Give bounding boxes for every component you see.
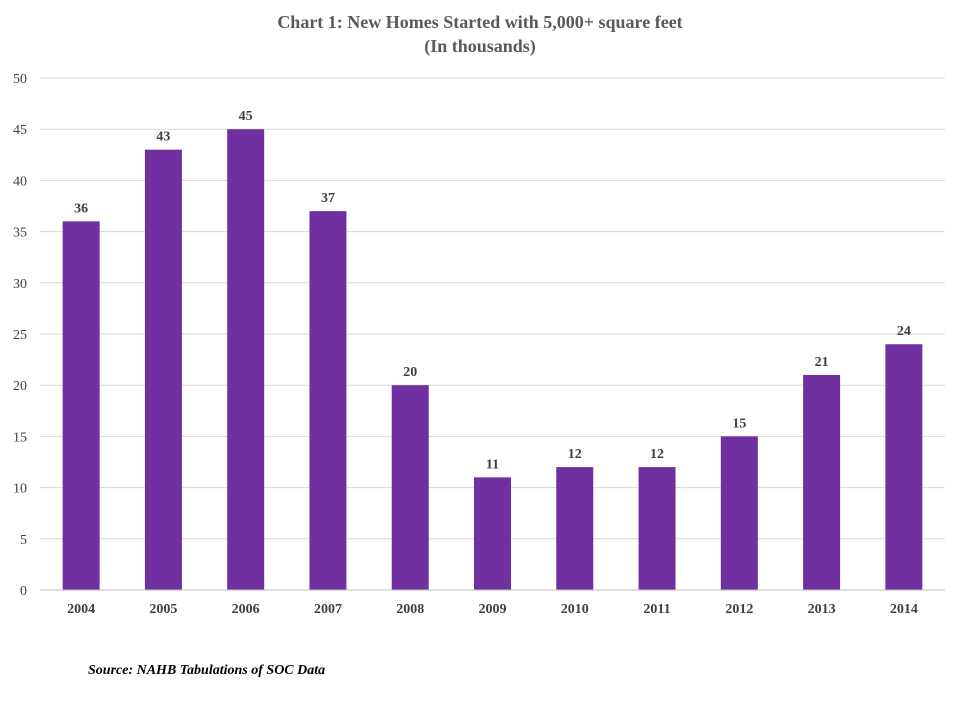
data-label-2007: 37: [321, 191, 335, 206]
x-tick-label: 2009: [479, 602, 507, 617]
x-tick-label: 2005: [149, 602, 177, 617]
data-label-2005: 43: [156, 130, 170, 145]
chart-title: Chart 1: New Homes Started with 5,000+ s…: [0, 10, 960, 58]
data-label-2010: 12: [568, 447, 582, 462]
x-tick-label: 2006: [232, 602, 260, 617]
data-label-2009: 11: [486, 457, 499, 472]
x-tick-label: 2007: [314, 602, 342, 617]
x-tick-label: 2013: [808, 602, 836, 617]
y-tick-label: 5: [20, 533, 27, 548]
y-tick-label: 25: [13, 328, 27, 343]
axes: 0 5 10 15 20 25 30 35 40 45 50 2004 2005 2006 2007 2008…: [13, 72, 945, 617]
x-tick-label: 2008: [396, 602, 424, 617]
data-label-2013: 21: [815, 355, 829, 370]
y-tick-label: 45: [13, 123, 27, 138]
y-tick-label: 10: [13, 482, 27, 497]
bar-2014: [885, 344, 923, 590]
data-label-2004: 36: [74, 201, 88, 216]
bar-2009: [474, 477, 511, 590]
y-tick-label: 0: [20, 584, 27, 599]
y-tick-label: 40: [13, 174, 27, 189]
chart-title-line: Chart 1: New Homes Started with 5,000+ s…: [277, 12, 683, 32]
data-label-2008: 20: [403, 365, 417, 380]
data-label-2012: 15: [732, 416, 746, 431]
y-tick-label: 30: [13, 277, 27, 292]
gridlines: [40, 77, 945, 540]
y-tick-label: 20: [13, 379, 27, 394]
x-tick-label: 2014: [890, 602, 918, 617]
x-tick-label: 2010: [561, 602, 589, 617]
bars: 36 43 45 37 20 11 12 12 15 21 24: [62, 109, 923, 591]
bar-2013: [803, 374, 841, 590]
x-tick-label: 2012: [725, 602, 753, 617]
x-tick-label: 2004: [67, 602, 95, 617]
bar-2006: [227, 129, 265, 590]
bar-2005: [144, 149, 182, 590]
data-label-2006: 45: [239, 109, 253, 124]
bar-2004: [62, 221, 100, 591]
chart-subtitle: (In thousands): [424, 36, 536, 56]
bar-2012: [720, 436, 758, 590]
y-tick-label: 50: [13, 72, 27, 87]
data-label-2011: 12: [650, 447, 664, 462]
data-label-2014: 24: [897, 324, 911, 339]
y-tick-label: 35: [13, 226, 27, 241]
bar-2010: [556, 467, 594, 590]
bar-2011: [638, 467, 676, 590]
x-tick-label: 2011: [643, 602, 670, 617]
source-note: Source: NAHB Tabulations of SOC Data: [88, 663, 326, 678]
bar-2007: [309, 211, 347, 590]
y-tick-label: 15: [13, 430, 27, 445]
bar-2008: [391, 385, 429, 590]
